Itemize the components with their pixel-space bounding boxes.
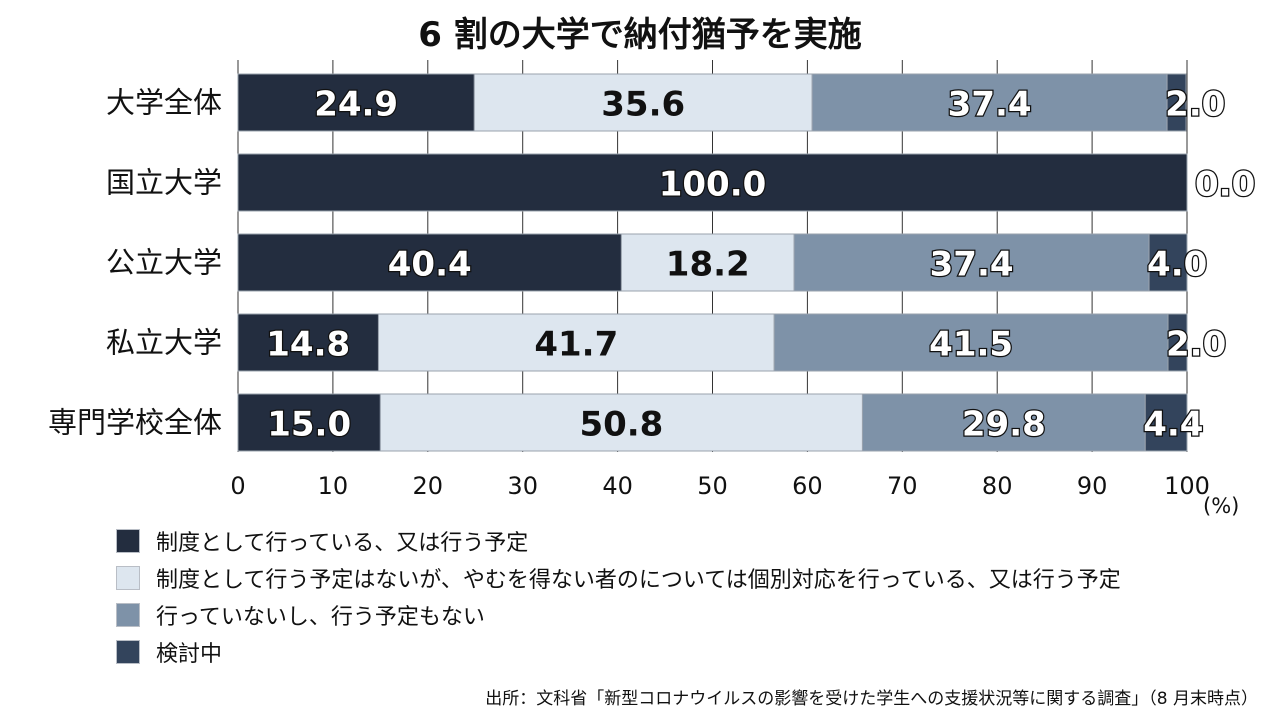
legend-item: 行っていないし、行う予定もない <box>116 596 1121 633</box>
legend-swatch <box>116 639 140 664</box>
x-tick-label: 100 <box>1164 472 1210 500</box>
x-tick-label: 90 <box>1077 472 1108 500</box>
bar-segment <box>237 233 622 292</box>
bar-segment <box>773 313 1169 372</box>
legend-swatch <box>116 528 140 553</box>
data-label: 29.8 <box>962 405 1046 445</box>
legend-label: 制度として行う予定はないが、やむを得ない者のについては個別対応を行っている、又は… <box>156 567 1121 593</box>
bar-segment <box>1144 393 1188 452</box>
data-label: 4.4 <box>1143 405 1203 445</box>
data-label: 50.8 <box>579 405 663 445</box>
x-tick-label: 20 <box>413 472 444 500</box>
category-label: 国立大学 <box>106 166 222 200</box>
bar-segment <box>237 153 1188 212</box>
legend-swatch <box>116 602 140 627</box>
category-label: 専門学校全体 <box>48 406 222 440</box>
legend-swatch <box>116 565 140 590</box>
x-axis-unit: (%) <box>1203 494 1240 518</box>
data-label: 18.2 <box>666 245 750 285</box>
x-tick-label: 70 <box>887 472 918 500</box>
legend-item: 検討中 <box>116 633 1121 670</box>
bar-segment <box>379 393 863 452</box>
bar-segment <box>473 73 813 132</box>
legend-item: 制度として行う予定はないが、やむを得ない者のについては個別対応を行っている、又は… <box>116 559 1121 596</box>
data-label: 40.4 <box>388 245 472 285</box>
bar-segment <box>237 73 475 132</box>
x-tick-label: 40 <box>602 472 633 500</box>
data-label: 24.9 <box>314 85 398 125</box>
data-label: 2.0 <box>1165 85 1225 125</box>
bar-segment <box>237 393 381 452</box>
data-label: 37.4 <box>948 85 1032 125</box>
category-label: 私立大学 <box>106 326 222 360</box>
bar-segment <box>1167 313 1188 372</box>
data-label: 4.0 <box>1147 245 1207 285</box>
bar-segment <box>237 313 379 372</box>
bar-segment <box>861 393 1146 452</box>
data-label: 100.0 <box>659 165 767 205</box>
data-label: 41.5 <box>929 325 1013 365</box>
x-tick-label: 80 <box>982 472 1013 500</box>
x-tick-label: 30 <box>507 472 538 500</box>
x-tick-label: 60 <box>792 472 823 500</box>
legend: 制度として行っている、又は行う予定 制度として行う予定はないが、やむを得ない者の… <box>116 522 1121 670</box>
bar-segment <box>1148 233 1188 292</box>
bar-segment <box>793 233 1150 292</box>
legend-label: 検討中 <box>156 641 223 667</box>
bar-segment <box>1166 73 1187 132</box>
chart-title: 6 割の大学で納付猶予を実施 <box>418 15 862 55</box>
data-label: 37.4 <box>930 245 1014 285</box>
legend-label: 行っていないし、行う予定もない <box>156 604 485 630</box>
x-tick-label: 0 <box>230 472 245 500</box>
data-label: 2.0 <box>1166 325 1226 365</box>
data-label: 14.8 <box>266 325 350 365</box>
data-label: 41.7 <box>534 325 618 365</box>
source-note: 出所：文科省「新型コロナウイルスの影響を受けた学生への支援状況等に関する調査」（… <box>485 689 1258 709</box>
x-tick-label: 10 <box>318 472 349 500</box>
data-label: 0.0 <box>1195 165 1255 205</box>
legend-item: 制度として行っている、又は行う予定 <box>116 522 1121 559</box>
legend-label: 制度として行っている、又は行う予定 <box>156 530 529 556</box>
data-label: 15.0 <box>267 405 351 445</box>
bar-segment <box>620 233 795 292</box>
category-label: 大学全体 <box>106 86 222 120</box>
x-tick-label: 50 <box>697 472 728 500</box>
data-label: 35.6 <box>601 85 685 125</box>
bar-segment <box>811 73 1168 132</box>
category-label: 公立大学 <box>106 246 222 280</box>
